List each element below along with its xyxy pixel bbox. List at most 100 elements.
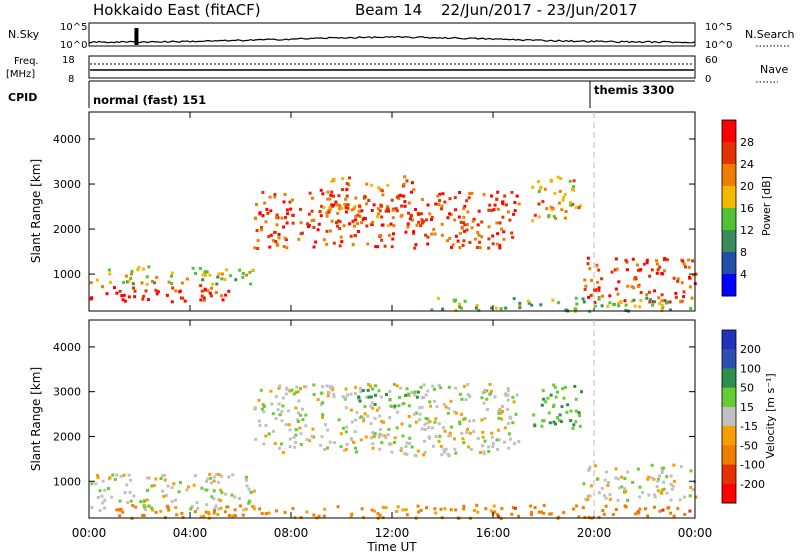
data-cell [375, 408, 379, 412]
data-cell [382, 420, 385, 424]
data-cell [367, 395, 371, 399]
data-cell [405, 441, 409, 445]
velocity-colorbar-tick: -200 [740, 478, 765, 491]
data-cell [380, 238, 384, 242]
data-cell [540, 403, 544, 407]
data-cell [658, 302, 662, 306]
data-cell [453, 196, 457, 200]
data-cell [603, 478, 607, 482]
data-cell [597, 295, 601, 299]
data-cell [151, 280, 155, 283]
data-cell [210, 286, 213, 290]
data-cell [201, 278, 205, 282]
data-cell [291, 198, 294, 202]
data-cell [539, 186, 542, 190]
data-cell [402, 402, 406, 405]
data-cell [380, 223, 384, 227]
data-cell [348, 222, 352, 226]
data-cell [488, 382, 492, 386]
data-cell [510, 190, 514, 194]
data-cell [396, 505, 400, 509]
data-cell [321, 192, 325, 196]
data-cell [241, 275, 245, 279]
data-cell [631, 257, 635, 261]
data-cell [361, 389, 365, 392]
data-cell [565, 308, 569, 312]
data-cell [606, 304, 610, 308]
y-tick-label: 3000 [53, 386, 81, 399]
data-cell [161, 489, 165, 493]
colorbar-swatch [722, 274, 736, 297]
data-cell [575, 302, 579, 306]
data-cell [332, 393, 336, 396]
data-cell [602, 494, 606, 498]
data-cell [400, 204, 404, 208]
data-cell [330, 179, 334, 183]
data-cell [391, 237, 395, 241]
data-cell [354, 446, 357, 450]
data-cell [634, 512, 638, 516]
x-tick-label: 12:00 [375, 526, 410, 540]
data-cell [208, 291, 212, 295]
data-cell [294, 406, 298, 410]
data-cell [386, 207, 390, 211]
data-cell [141, 297, 145, 301]
data-cell [644, 507, 647, 511]
data-cell [326, 197, 330, 201]
data-cell [393, 406, 397, 410]
data-cell [614, 257, 618, 261]
data-cell [572, 179, 576, 183]
data-cell [615, 267, 619, 271]
data-cell [293, 445, 297, 449]
data-cell [420, 405, 424, 409]
data-cell [499, 307, 503, 311]
data-cell [370, 183, 374, 187]
data-cell [466, 223, 469, 227]
data-cell [392, 382, 396, 386]
data-cell [312, 226, 316, 229]
data-cell [356, 213, 360, 217]
data-cell [365, 202, 368, 206]
data-cell [504, 306, 508, 310]
data-cell [460, 412, 463, 416]
data-cell [132, 286, 135, 290]
data-cell [472, 217, 476, 221]
data-cell [562, 196, 566, 199]
data-cell [155, 292, 159, 296]
data-cell [493, 203, 497, 207]
data-cell [475, 503, 479, 507]
data-cell [552, 383, 556, 387]
power-colorbar-tick: 16 [740, 202, 754, 215]
data-cell [280, 216, 284, 220]
data-cell [439, 507, 443, 511]
data-cell [405, 179, 409, 183]
data-cell [385, 393, 388, 396]
velocity-colorbar-tick: -15 [740, 420, 758, 433]
data-cell [444, 447, 448, 451]
data-cell [332, 203, 335, 207]
data-cell [372, 435, 376, 439]
data-cell [276, 216, 280, 220]
data-cell [437, 439, 441, 443]
data-cell [366, 242, 370, 246]
data-cell [354, 196, 358, 200]
data-cell [275, 223, 279, 227]
data-cell [319, 188, 323, 192]
data-cell [196, 507, 200, 510]
data-cell [245, 478, 248, 482]
data-cell [608, 497, 612, 501]
freq-unit: [MHz] [6, 69, 35, 80]
data-cell [624, 303, 628, 307]
data-cell [480, 396, 484, 400]
data-cell [208, 273, 212, 277]
data-cell [586, 256, 590, 260]
data-cell [463, 223, 467, 227]
data-cell [634, 277, 638, 281]
data-cell [380, 419, 384, 423]
data-cell [359, 438, 363, 442]
cpid-mode-2: themis 3300 [594, 83, 674, 97]
data-cell [556, 416, 559, 420]
data-cell [549, 393, 553, 397]
data-cell [597, 515, 601, 519]
data-cell [571, 426, 575, 430]
